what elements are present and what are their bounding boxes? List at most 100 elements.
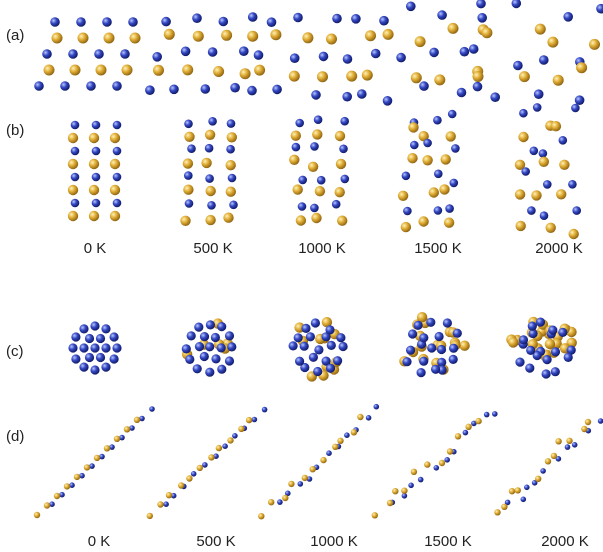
atom-d-b [59, 491, 65, 498]
atom-b-g [400, 221, 412, 233]
atom-c-b [210, 332, 220, 343]
atom-b-g [545, 222, 556, 233]
atom-c-b [205, 320, 215, 330]
atom-c-b [526, 345, 536, 355]
atom-c-b [566, 345, 576, 355]
atom-a-b [332, 13, 342, 24]
atom-c-b [325, 363, 336, 373]
atom-c-b [419, 333, 429, 343]
atom-d-b [89, 463, 95, 469]
atom-b-b [449, 178, 459, 188]
atom-b-b [532, 103, 542, 112]
atom-b-g [418, 216, 429, 227]
atom-d-g [424, 461, 431, 468]
atom-d-b [285, 490, 291, 497]
atom-c-b [402, 357, 412, 367]
atom-d-b [401, 493, 408, 499]
atom-d-b [49, 501, 55, 508]
atom-b-b [112, 172, 122, 182]
atom-b-g [67, 210, 79, 222]
atom-c-b [314, 345, 324, 355]
atom-a-b [50, 17, 60, 27]
atom-c-b [452, 328, 462, 338]
atom-b-b [521, 167, 530, 176]
atom-c-b [181, 344, 191, 354]
atom-d-g [309, 466, 316, 473]
atom-d-b [483, 411, 490, 418]
atom-c-b [217, 322, 227, 332]
atom-b-b [527, 206, 536, 215]
atom-b-g [439, 184, 450, 195]
atom-c-b [305, 332, 315, 342]
atom-b-b [291, 142, 301, 152]
atom-c-b [427, 343, 437, 353]
atom-a-b [34, 81, 44, 91]
atom-b-b [571, 103, 580, 113]
atom-d-b [202, 462, 208, 468]
atom-b-g [109, 184, 121, 196]
atom-d-b [129, 425, 135, 431]
atom-a-g [254, 64, 266, 76]
atom-a-b [513, 60, 523, 71]
atom-d-g [386, 499, 394, 507]
atom-a-b [533, 89, 544, 99]
atom-a-b [42, 49, 52, 59]
atom-d-b [408, 482, 414, 489]
atom-a-b [68, 49, 78, 59]
atom-d-b [306, 476, 313, 482]
atom-b-g [204, 129, 216, 140]
atom-b-g [422, 155, 433, 166]
atom-b-g [88, 158, 100, 170]
atom-a-g [129, 32, 141, 44]
atom-a-g [239, 68, 251, 80]
atom-a-g [270, 29, 282, 41]
atom-b-b [226, 144, 235, 154]
atom-b-g [515, 220, 526, 232]
atom-d-g [113, 435, 121, 442]
atom-b-g [88, 132, 100, 144]
atom-d-g [215, 444, 223, 452]
panel-label-c: (c) [6, 343, 24, 360]
atom-a-b [476, 0, 486, 9]
panel-label-a: (a) [6, 27, 24, 44]
atom-d-g [157, 501, 164, 508]
atom-b-b [70, 146, 80, 156]
atom-a-g [534, 23, 546, 35]
atom-b-b [204, 143, 214, 153]
temperature-label-top-1: 500 K [193, 240, 232, 257]
atom-c-g [508, 337, 519, 348]
atom-b-b [572, 206, 581, 215]
atom-b-b [529, 146, 539, 156]
temperature-label-bottom-3: 1500 K [424, 533, 472, 550]
atom-b-g [289, 154, 300, 165]
atom-d-g [401, 487, 408, 494]
atom-a-b [406, 1, 416, 12]
atom-b-b [310, 142, 319, 151]
atom-c-b [71, 332, 81, 342]
atom-c-b [434, 331, 444, 342]
atom-b-b [433, 115, 442, 125]
atom-a-g [213, 66, 225, 77]
atom-b-b [112, 198, 122, 208]
atom-d-g [63, 483, 71, 490]
atom-b-g [88, 210, 100, 222]
atom-c-b [413, 320, 423, 330]
atom-b-g [295, 215, 307, 226]
panel-label-d: (d) [6, 428, 24, 445]
atom-a-b [370, 48, 381, 59]
atom-c-b [550, 347, 561, 357]
atom-a-g [302, 32, 314, 44]
atom-d-b [344, 432, 350, 439]
atom-c-b [299, 341, 309, 351]
atom-b-g [443, 217, 455, 228]
atom-c-b [79, 324, 89, 334]
atom-b-g [184, 131, 195, 142]
atom-c-b [194, 322, 204, 332]
atom-d-g [208, 454, 215, 461]
atom-a-g [447, 22, 459, 34]
atom-b-g [109, 132, 121, 144]
atom-d-g [196, 464, 203, 472]
atom-a-g [77, 32, 89, 44]
atom-c-b [79, 343, 89, 353]
atom-b-g [440, 154, 451, 165]
